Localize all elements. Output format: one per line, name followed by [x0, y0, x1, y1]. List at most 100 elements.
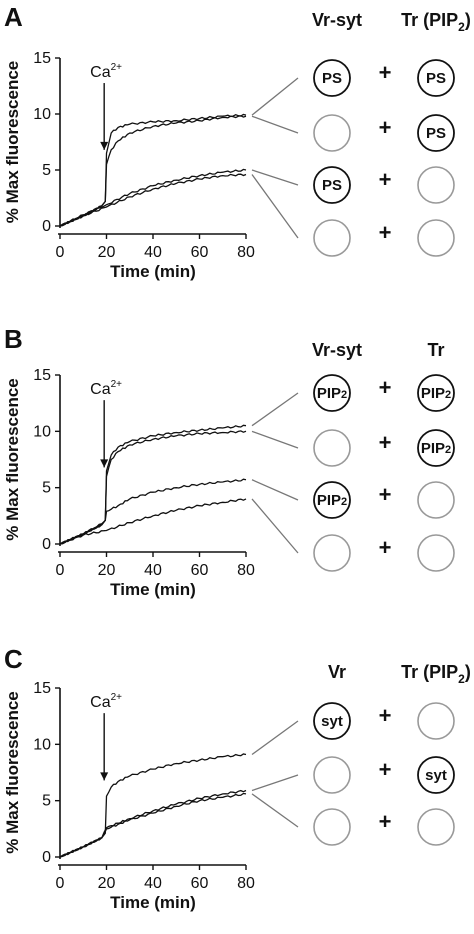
plus-sign: +: [379, 535, 392, 560]
plus-sign: +: [379, 703, 392, 728]
vesicle-label: PIP2: [421, 440, 451, 457]
x-tick-label: 80: [237, 562, 255, 579]
y-tick-label: 10: [33, 423, 51, 440]
y-tick-label: 0: [42, 536, 51, 553]
vesicle-right: [417, 429, 455, 467]
x-axis-label: Time (min): [110, 893, 196, 912]
vesicle-right: [417, 481, 455, 519]
vesicle-left: [313, 808, 351, 846]
x-tick-label: 40: [144, 875, 162, 892]
plus-sign: +: [379, 115, 392, 140]
x-tick-label: 20: [98, 244, 116, 261]
y-tick-label: 15: [33, 367, 51, 384]
x-tick-label: 60: [191, 562, 209, 579]
y-tick-label: 5: [42, 162, 51, 179]
arrow-head-icon: [100, 459, 109, 468]
connector-line: [251, 169, 299, 186]
vesicle-left: [313, 219, 351, 257]
x-tick-label: 20: [98, 875, 116, 892]
series-line-4: [59, 173, 247, 227]
header-right: Tr: [427, 340, 444, 360]
vesicle-label: syt: [425, 767, 447, 784]
x-tick-label: 80: [237, 244, 255, 261]
series-line-4: [59, 498, 247, 545]
series-line-2: [59, 789, 247, 858]
vesicle-left: [313, 534, 351, 572]
y-tick-label: 5: [42, 480, 51, 497]
plus-sign: +: [379, 167, 392, 192]
header-left: Vr: [328, 662, 346, 682]
plus-sign: +: [379, 757, 392, 782]
series-line-1: [59, 424, 247, 545]
connector-line: [251, 720, 299, 755]
vesicle-left: [313, 114, 351, 152]
panel-c: C 0 5 10 15 0 20 40 60 80 Time (min) % Max fluoresc…: [3, 644, 471, 912]
series-line-2: [59, 430, 247, 545]
header-left: Vr-syt: [312, 10, 362, 30]
vesicle-label: syt: [321, 713, 343, 730]
vesicle-label: PS: [426, 70, 446, 87]
series-line-3: [59, 792, 247, 858]
panel-label: A: [4, 2, 23, 32]
connector-line: [251, 498, 299, 554]
plus-sign: +: [379, 60, 392, 85]
vesicle-label: PS: [322, 177, 342, 194]
vesicle-right: [417, 114, 455, 152]
vesicle-left: [313, 756, 351, 794]
plus-sign: +: [379, 809, 392, 834]
vesicle-label: PIP2: [317, 385, 347, 402]
x-tick-label: 0: [56, 875, 65, 892]
y-tick-label: 0: [42, 849, 51, 866]
x-tick-label: 40: [144, 562, 162, 579]
calcium-annotation: Ca2+: [90, 379, 122, 398]
y-tick-label: 10: [33, 736, 51, 753]
vesicle-right: [417, 756, 455, 794]
vesicle-left: [313, 702, 351, 740]
calcium-annotation: Ca2+: [90, 62, 122, 81]
connector-line: [251, 392, 299, 427]
vesicle-label: PS: [426, 125, 446, 142]
connector-line: [251, 430, 299, 449]
plus-sign: +: [379, 430, 392, 455]
y-axis-label: % Max fluorescence: [3, 691, 22, 854]
vesicle-label: PIP2: [421, 385, 451, 402]
series-line-1: [59, 113, 247, 227]
x-tick-label: 0: [56, 562, 65, 579]
vesicle-right: [417, 59, 455, 97]
series-line-3: [59, 168, 247, 227]
connector-line: [251, 774, 299, 792]
panel-a: A 0 5 10 15 0 20 40 60 80 Time (min) % Max fluoresc…: [3, 2, 471, 281]
x-tick-label: 40: [144, 244, 162, 261]
vesicle-left: [313, 166, 351, 204]
vesicle-left: [313, 374, 351, 412]
y-tick-label: 10: [33, 106, 51, 123]
x-axis-label: Time (min): [110, 580, 196, 599]
y-axis-label: % Max fluorescence: [3, 61, 22, 224]
vesicle-left: [313, 59, 351, 97]
panel-label: B: [4, 324, 23, 354]
calcium-annotation: Ca2+: [90, 692, 122, 711]
x-axis-label: Time (min): [110, 262, 196, 281]
header-right: Tr (PIP2): [401, 662, 471, 686]
vesicle-right: [417, 808, 455, 846]
connector-line: [251, 793, 299, 828]
y-axis-label: % Max fluorescence: [3, 378, 22, 541]
connector-line: [251, 174, 299, 239]
vesicle-right: [417, 219, 455, 257]
vesicle-right: [417, 702, 455, 740]
y-tick-label: 5: [42, 793, 51, 810]
arrow-head-icon: [100, 141, 109, 150]
header-left: Vr-syt: [312, 340, 362, 360]
plus-sign: +: [379, 220, 392, 245]
y-tick-label: 15: [33, 50, 51, 67]
plus-sign: +: [379, 482, 392, 507]
y-tick-label: 0: [42, 218, 51, 235]
vesicle-right: [417, 166, 455, 204]
header-right: Tr (PIP2): [401, 10, 471, 34]
series-line-2: [59, 115, 247, 227]
connector-line: [251, 479, 299, 501]
panel-label: C: [4, 644, 23, 674]
panel-b: B 0 5 10 15 0 20 40 60 80 Time (min) % Max fluoresc…: [3, 324, 455, 599]
vesicle-label: PIP2: [317, 492, 347, 509]
